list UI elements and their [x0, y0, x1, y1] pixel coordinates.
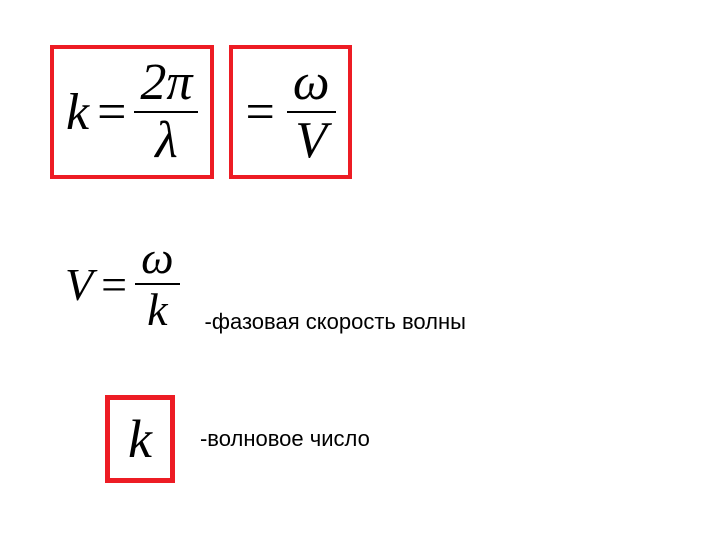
denominator-v: V: [289, 113, 333, 167]
wavenumber-label: -волновое число: [200, 426, 370, 452]
formula-box-k-2pi-lambda: k = 2π λ: [50, 45, 214, 179]
equals-sign: =: [97, 83, 126, 142]
label-prefix: -: [205, 309, 212, 334]
equals-sign: =: [245, 83, 274, 142]
fraction-omega-k: ω k: [135, 235, 179, 333]
label-text-content: фазовая скорость волны: [212, 309, 466, 334]
formula-box-k: k: [105, 395, 175, 483]
formula-eq-omega-over-v: = ω V: [245, 57, 335, 167]
phase-velocity-label: -фазовая скорость волны: [205, 309, 466, 335]
equals-sign: =: [101, 258, 127, 311]
numerator-omega: ω: [287, 57, 336, 111]
variable-v: V: [65, 258, 93, 311]
wavenumber-label-row: k -волновое число: [105, 395, 370, 483]
denominator-k: k: [141, 285, 173, 333]
label-text-content: волновое число: [207, 426, 370, 451]
formula-box-omega-over-v: = ω V: [229, 45, 351, 179]
phase-velocity-row: V = ω k -фазовая скорость волны: [65, 235, 466, 333]
numerator-omega: ω: [135, 235, 179, 283]
variable-k: k: [128, 409, 152, 469]
denominator-lambda: λ: [149, 113, 184, 167]
formula-v-eq-omega-over-k: V = ω k: [65, 235, 180, 333]
fraction-omega-v: ω V: [287, 57, 336, 167]
formula-k-eq-2pi-over-lambda: k = 2π λ: [66, 57, 198, 167]
fraction-2pi-lambda: 2π λ: [134, 57, 198, 167]
numerator-2pi: 2π: [134, 57, 198, 111]
wavenumber-definition-row: k = 2π λ = ω V: [50, 45, 352, 179]
variable-k: k: [66, 83, 89, 142]
